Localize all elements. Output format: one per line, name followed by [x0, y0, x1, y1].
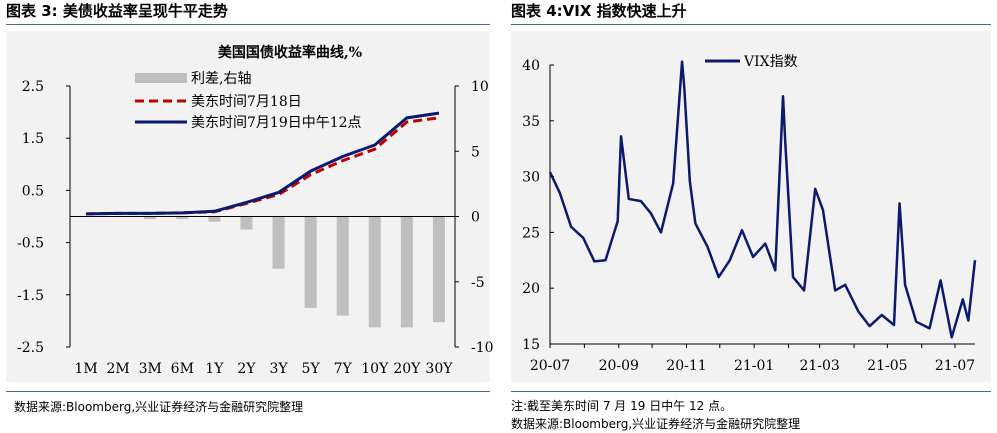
- left-y-tick-label: 0.5: [22, 183, 44, 199]
- left-y-tick-label: 1.5: [22, 131, 44, 147]
- right-title-rule: [511, 24, 991, 25]
- vix-x-tick-label: 21-03: [799, 358, 839, 374]
- right-y-tick-label: 5: [471, 144, 480, 160]
- x-category-label: 1Y: [205, 361, 224, 377]
- left-bottom-rule: [6, 391, 490, 392]
- right-y-tick-label: -5: [471, 275, 485, 291]
- spread-bar: [208, 216, 221, 222]
- vix-x-tick-label: 21-07: [935, 358, 975, 374]
- right-source-note: 数据来源:Bloomberg,兴业证券经济与金融研究院整理: [511, 417, 801, 431]
- vix-x-tick-label: 20-09: [599, 358, 639, 374]
- spread-bar: [144, 216, 157, 220]
- x-category-label: 2M: [107, 361, 130, 377]
- x-category-label: 30Y: [425, 361, 453, 377]
- vix-y-tick-label: 40: [522, 58, 540, 74]
- spread-bar: [368, 216, 381, 328]
- legend-label-spread: 利差,右轴: [191, 71, 251, 87]
- left-source-note: 数据来源:Bloomberg,兴业证券经济与金融研究院整理: [14, 400, 304, 414]
- vix-y-tick-label: 35: [522, 114, 540, 130]
- legend-bar-swatch: [135, 73, 187, 83]
- spread-bar: [240, 216, 253, 230]
- vix-y-tick-label: 25: [522, 225, 540, 241]
- vix-x-tick-label: 20-07: [530, 358, 570, 374]
- x-category-label: 10Y: [361, 361, 389, 377]
- right-panel-title: 图表 4:VIX 指数快速上升: [511, 2, 687, 20]
- right-y-tick-label: 10: [471, 79, 489, 95]
- spread-bar: [400, 216, 413, 328]
- vix-y-tick-label: 30: [522, 170, 540, 186]
- vix-x-tick-label: 21-01: [734, 358, 774, 374]
- spread-bar: [304, 216, 317, 308]
- left-y-tick-label: -0.5: [17, 236, 44, 252]
- right-footnote: 注:截至美东时间 7 月 19 日中午 12 点。: [511, 399, 733, 413]
- vix-legend-label: VIX指数: [743, 54, 798, 70]
- spread-bar: [272, 216, 285, 269]
- spread-bar: [432, 216, 445, 323]
- left-chart-title: 美国国债收益率曲线,%: [218, 44, 362, 61]
- legend-label-jul19: 美东时间7月19日中午12点: [191, 115, 362, 131]
- vix-x-tick-label: 21-05: [867, 358, 907, 374]
- x-category-label: 20Y: [393, 361, 421, 377]
- right-bottom-rule: [511, 391, 991, 392]
- spread-bar: [176, 216, 189, 220]
- left-y-tick-label: -1.5: [17, 288, 44, 304]
- x-category-label: 6M: [171, 361, 194, 377]
- x-category-label: 7Y: [334, 361, 353, 377]
- line-series-jul18: [86, 116, 440, 216]
- vix-line: [548, 60, 977, 339]
- left-panel-title: 图表 3: 美债收益率呈现牛平走势: [6, 2, 228, 20]
- left-y-tick-label: -2.5: [17, 340, 44, 356]
- left-title-rule: [6, 24, 490, 25]
- vix-y-tick-label: 15: [522, 337, 540, 353]
- x-category-label: 3Y: [269, 361, 288, 377]
- right-y-tick-label: -10: [471, 340, 494, 356]
- x-category-label: 2Y: [237, 361, 256, 377]
- left-y-tick-label: 2.5: [22, 79, 44, 95]
- legend-label-jul18: 美东时间7月18日: [191, 94, 302, 110]
- x-category-label: 1M: [74, 361, 97, 377]
- vix-x-tick-label: 20-11: [666, 358, 706, 374]
- spread-bar: [336, 216, 349, 316]
- x-category-label: 5Y: [302, 361, 321, 377]
- right-y-tick-label: 0: [471, 210, 480, 226]
- x-category-label: 3M: [139, 361, 162, 377]
- vix-y-tick-label: 20: [522, 281, 540, 297]
- right-chart-area: [511, 31, 991, 382]
- line-series-jul19: [86, 111, 440, 216]
